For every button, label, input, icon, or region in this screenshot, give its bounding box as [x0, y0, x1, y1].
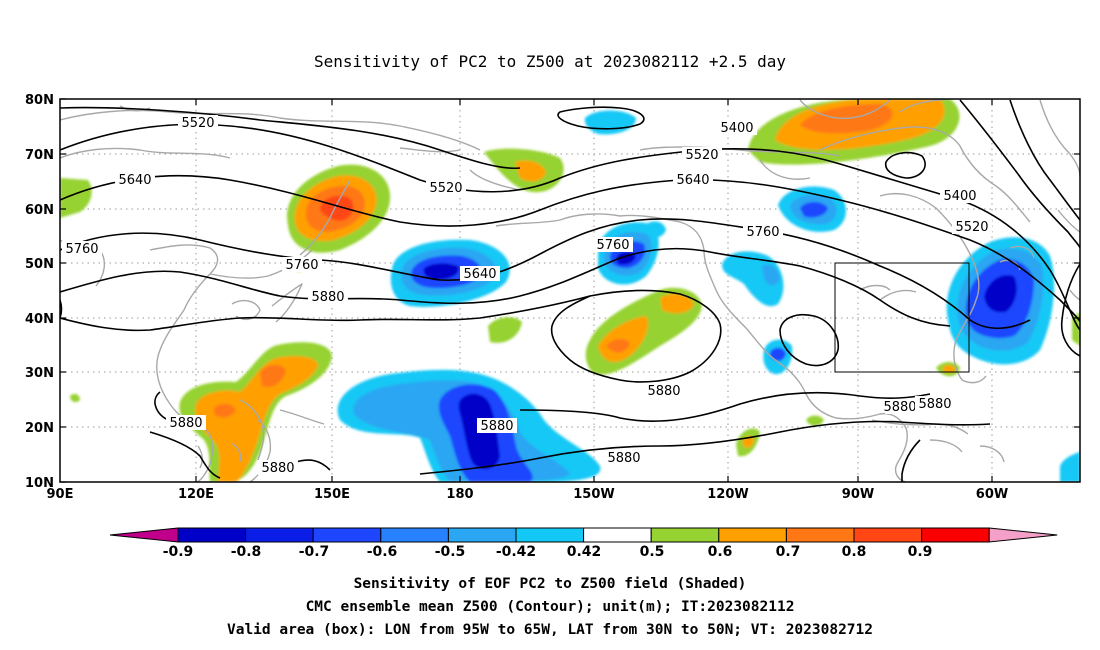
lon-label: 150W [573, 487, 614, 502]
contour-label: 5880 [261, 461, 294, 476]
lat-label: 10N [25, 476, 54, 491]
contour-label: 5640 [676, 173, 709, 188]
lon-label: 180 [446, 487, 473, 502]
colorbar-cell [245, 527, 314, 543]
figure-captions: Sensitivity of EOF PC2 to Z500 field (Sh… [227, 576, 873, 638]
colorbar-label: -0.6 [367, 544, 398, 560]
colorbar-label: 0.5 [640, 544, 665, 560]
colorbar-cell [650, 527, 720, 543]
z500-contours [60, 99, 1080, 482]
shading-positive-east-pacific [585, 287, 702, 375]
lat-label: 60N [25, 203, 54, 218]
colorbar-cell [380, 527, 449, 543]
contour-label-layer: 5520 5400 5520 5640 5520 5640 5400 5520 … [62, 115, 992, 476]
caption-line-1: Sensitivity of EOF PC2 to Z500 field (Sh… [354, 576, 747, 592]
contour-label: 5520 [955, 220, 988, 235]
contour-label: 5880 [883, 400, 916, 415]
colorbar-label: -0.42 [496, 544, 536, 560]
contour-label: 5880 [918, 397, 951, 412]
shading-negative-bottom-right [1060, 452, 1080, 482]
colorbar-cell [312, 527, 382, 543]
colorbar-cell [583, 527, 652, 543]
shading-positive-far-west [60, 178, 92, 218]
caption-line-3: Valid area (box): LON from 95W to 65W, L… [227, 622, 873, 638]
colorbar: -0.9 -0.8 -0.7 -0.6 -0.5 -0.42 0.42 0.5 … [109, 527, 1058, 560]
map-frame [59, 98, 1081, 483]
lon-label: 90E [47, 487, 74, 502]
shading-positive-east-pacific-small [488, 317, 522, 343]
contour-label: 5880 [311, 290, 344, 305]
lon-label: 60W [976, 487, 1008, 502]
sensitivity-shading [60, 99, 1080, 482]
colorbar-label: 0.7 [776, 544, 801, 560]
tick-marks [60, 98, 1080, 483]
contour-label: 5880 [607, 451, 640, 466]
lat-label: 70N [25, 148, 54, 163]
colorbar-cell [177, 527, 247, 543]
shading-negative-central-pacific [337, 369, 601, 482]
colorbar-cells [109, 527, 1058, 543]
lon-label: 120E [178, 487, 214, 502]
contour-label: 5880 [480, 419, 513, 434]
lon-label: 150E [314, 487, 350, 502]
lat-label: 40N [25, 312, 54, 327]
colorbar-cell [718, 527, 787, 543]
coastlines [60, 99, 1080, 482]
contour-label: 5640 [118, 173, 151, 188]
shading-negative-western-us [722, 251, 784, 307]
valid-area-box [834, 262, 970, 373]
contour-label: 5880 [169, 416, 202, 431]
shading-positive-north-pacific [287, 164, 391, 253]
lat-label: 80N [25, 93, 54, 108]
contour-label: 5520 [181, 116, 214, 131]
colorbar-cell [921, 527, 990, 543]
colorbar-cell [785, 527, 855, 543]
colorbar-cell [515, 527, 585, 543]
shading-negative-alaska-right [642, 221, 666, 238]
contour-label: 5640 [463, 267, 496, 282]
contour-label: 5400 [943, 189, 976, 204]
caption-line-2: CMC ensemble mean Z500 (Contour); unit(m… [306, 599, 795, 615]
contour-label: 5760 [596, 238, 629, 253]
contour-label: 5760 [746, 225, 779, 240]
colorbar-label: 0.8 [842, 544, 867, 560]
contour-label: 5880 [647, 384, 680, 399]
latitude-labels: 80N 70N 60N 50N 40N 30N 20N 10N [25, 93, 54, 491]
lon-label: 90W [842, 487, 874, 502]
colorbar-label: 0.9 [908, 544, 933, 560]
contour-label: 5760 [65, 242, 98, 257]
colorbar-label: -0.7 [299, 544, 330, 560]
longitude-labels: 90E 120E 150E 180 150W 120W 90W 60W [47, 487, 1009, 502]
contour-label: 5760 [285, 258, 318, 273]
contour-label: 5520 [685, 148, 718, 163]
colorbar-label: 0.6 [708, 544, 733, 560]
lat-label: 20N [25, 421, 54, 436]
figure-title: Sensitivity of PC2 to Z500 at 2023082112… [314, 52, 786, 71]
colorbar-label: -0.8 [231, 544, 262, 560]
colorbar-label: -0.5 [435, 544, 466, 560]
colorbar-label: -0.9 [163, 544, 194, 560]
colorbar-label: 0.42 [567, 544, 602, 560]
contour-label: 5400 [720, 121, 753, 136]
lat-label: 30N [25, 366, 54, 381]
colorbar-end-high [988, 527, 1058, 543]
lat-label: 50N [25, 257, 54, 272]
colorbar-cell [853, 527, 923, 543]
colorbar-cell [447, 527, 517, 543]
lon-label: 120W [707, 487, 748, 502]
map-panel: 5520 5400 5520 5640 5520 5640 5400 5520 … [25, 93, 1081, 502]
contour-label: 5520 [429, 181, 462, 196]
colorbar-labels: -0.9 -0.8 -0.7 -0.6 -0.5 -0.42 0.42 0.5 … [163, 544, 933, 560]
colorbar-end-low [109, 527, 179, 543]
